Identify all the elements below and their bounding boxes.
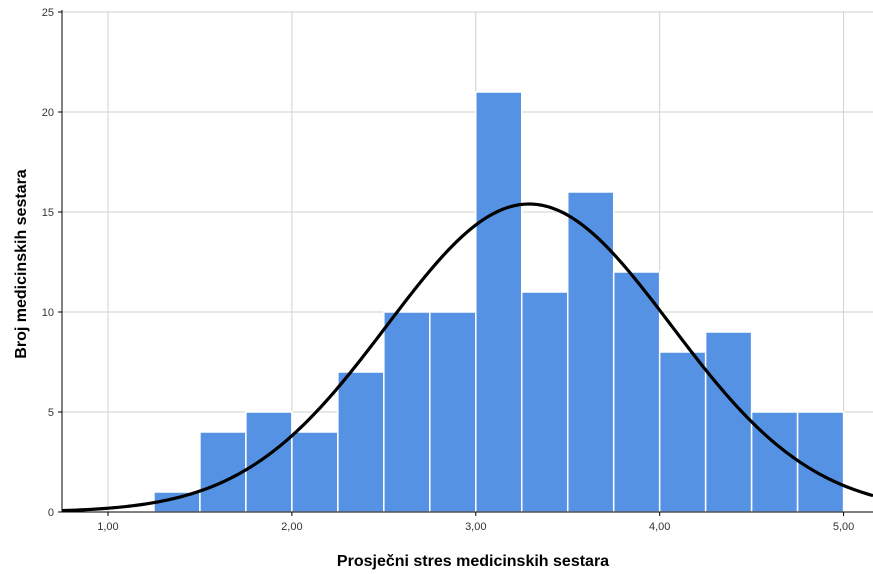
histogram-bar xyxy=(291,431,339,513)
histogram-bar xyxy=(475,91,523,513)
histogram-bar xyxy=(704,331,753,513)
histogram-bar xyxy=(383,311,431,513)
histogram-bar xyxy=(337,371,385,513)
y-tick-label: 15 xyxy=(42,207,54,219)
normal-curve xyxy=(61,202,873,513)
tick-labels: 0 5 10 15 20 25 1,00 2,00 3,00 4,00 5,00 xyxy=(42,7,855,533)
axes xyxy=(58,10,873,516)
histogram-bar xyxy=(521,291,569,513)
histogram-bar xyxy=(612,271,661,513)
histogram-bar xyxy=(658,351,707,513)
histogram-bars xyxy=(153,91,845,513)
y-tick-label: 20 xyxy=(42,107,54,119)
histogram-bar xyxy=(245,411,293,513)
y-tick-label: 0 xyxy=(48,507,54,519)
normal-curve-layer xyxy=(61,202,873,513)
x-tick-label: 2,00 xyxy=(281,521,302,533)
x-tick-label: 3,00 xyxy=(465,521,486,533)
y-tick-label: 10 xyxy=(42,307,54,319)
x-axis-title: Prosječni stres medicinskih sestara xyxy=(337,553,609,570)
histogram-bar xyxy=(429,311,477,513)
y-tick-label: 25 xyxy=(42,7,54,19)
x-tick-label: 1,00 xyxy=(97,521,118,533)
x-tick-label: 4,00 xyxy=(649,521,670,533)
y-tick-label: 5 xyxy=(48,407,54,419)
y-axis-title: Broj medicinskih sestara xyxy=(13,169,30,359)
x-tick-label: 5,00 xyxy=(833,521,854,533)
histogram-bar xyxy=(796,411,845,513)
histogram-bar xyxy=(566,191,615,513)
